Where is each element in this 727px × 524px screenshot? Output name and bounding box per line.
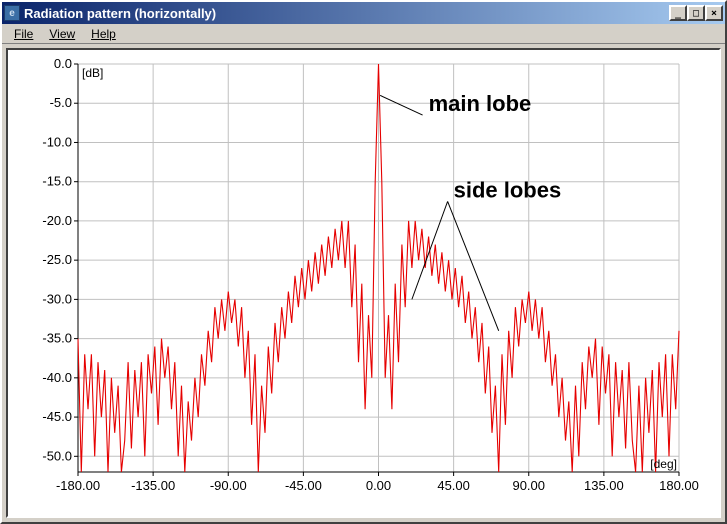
application-window: e Radiation pattern (horizontally) _ □ ×… xyxy=(0,0,727,524)
svg-text:-15.0: -15.0 xyxy=(42,174,72,189)
svg-text:-180.00: -180.00 xyxy=(56,478,100,493)
svg-text:-90.00: -90.00 xyxy=(210,478,247,493)
svg-text:-30.0: -30.0 xyxy=(42,291,72,306)
svg-text:-40.0: -40.0 xyxy=(42,370,72,385)
svg-text:side lobes: side lobes xyxy=(454,177,562,202)
maximize-button[interactable]: □ xyxy=(687,5,705,21)
menu-view[interactable]: View xyxy=(41,25,83,43)
svg-text:main lobe: main lobe xyxy=(429,91,532,116)
svg-text:-20.0: -20.0 xyxy=(42,213,72,228)
titlebar[interactable]: e Radiation pattern (horizontally) _ □ × xyxy=(2,2,725,24)
menubar: File View Help xyxy=(2,24,725,44)
plot-area: 0.0 -5.0 -10.0 -15.0 -20.0 -25.0 -30.0 -35.0 -40… xyxy=(6,48,721,518)
svg-text:[dB]: [dB] xyxy=(82,66,103,80)
svg-text:-10.0: -10.0 xyxy=(42,134,72,149)
window-title: Radiation pattern (horizontally) xyxy=(24,6,669,21)
radiation-pattern-chart: 0.0 -5.0 -10.0 -15.0 -20.0 -25.0 -30.0 -35.0 -40… xyxy=(8,50,719,516)
svg-text:-45.0: -45.0 xyxy=(42,409,72,424)
menu-file[interactable]: File xyxy=(6,25,41,43)
minimize-button[interactable]: _ xyxy=(669,5,687,21)
svg-text:90.00: 90.00 xyxy=(512,478,545,493)
svg-text:0.00: 0.00 xyxy=(366,478,391,493)
svg-text:-135.00: -135.00 xyxy=(131,478,175,493)
app-icon: e xyxy=(4,5,20,21)
svg-text:-25.0: -25.0 xyxy=(42,252,72,267)
svg-text:135.00: 135.00 xyxy=(584,478,624,493)
svg-text:0.0: 0.0 xyxy=(54,56,72,71)
svg-text:-50.0: -50.0 xyxy=(42,448,72,463)
menu-help[interactable]: Help xyxy=(83,25,124,43)
close-button[interactable]: × xyxy=(705,5,723,21)
svg-text:-45.00: -45.00 xyxy=(285,478,322,493)
svg-text:45.00: 45.00 xyxy=(437,478,470,493)
svg-text:180.00: 180.00 xyxy=(659,478,699,493)
svg-text:-5.0: -5.0 xyxy=(50,95,72,110)
svg-text:-35.0: -35.0 xyxy=(42,331,72,346)
svg-text:[deg]: [deg] xyxy=(650,457,677,471)
